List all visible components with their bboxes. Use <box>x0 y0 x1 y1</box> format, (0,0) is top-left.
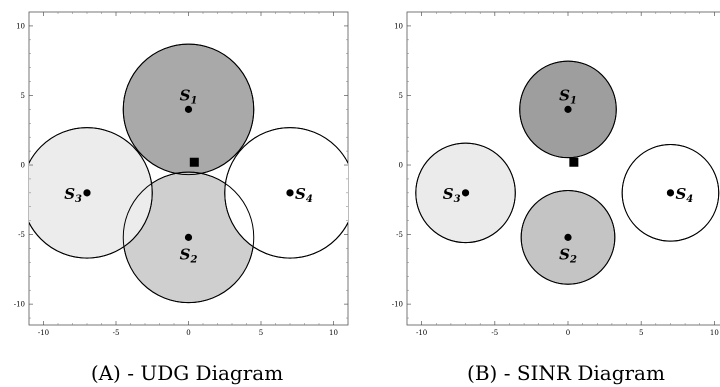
station-label-s2: S2 <box>180 245 198 265</box>
y-tick-label: 5 <box>21 92 25 100</box>
x-tick-label: 0 <box>186 329 190 337</box>
x-tick-label: 5 <box>639 329 643 337</box>
region-boundary-s1 <box>122 43 255 176</box>
x-tick-label: 10 <box>329 329 338 337</box>
station-point-s4 <box>286 189 294 197</box>
region-boundary-s2 <box>122 171 255 304</box>
x-tick-label: 5 <box>259 329 263 337</box>
y-tick-label: 0 <box>399 162 403 170</box>
x-tick-label: 10 <box>710 329 719 337</box>
x-tick-label: -10 <box>38 329 49 337</box>
region-boundary-s4 <box>224 127 348 259</box>
station-label-s2: S2 <box>559 245 577 265</box>
y-tick-label: 0 <box>21 162 25 170</box>
station-point-s2 <box>184 233 193 241</box>
region-boundary-s3 <box>29 127 153 259</box>
x-tick-label: -5 <box>491 329 498 337</box>
y-tick-label: 5 <box>399 92 403 100</box>
y-tick-label: -10 <box>392 301 403 309</box>
receiver-square <box>569 157 579 167</box>
station-point-s2 <box>564 233 572 241</box>
x-tick-label: 0 <box>566 329 570 337</box>
y-tick-label: -5 <box>18 231 25 239</box>
station-label-s3: S3 <box>64 185 82 205</box>
x-tick-label: -10 <box>416 329 427 337</box>
sinr-caption: (B) - SINR Diagram <box>467 361 665 385</box>
y-tick-label: -10 <box>14 301 25 309</box>
y-tick-label: 10 <box>16 22 25 30</box>
udg-caption: (A) - UDG Diagram <box>91 361 283 385</box>
station-label-s4: S4 <box>675 185 693 205</box>
y-tick-label: -5 <box>396 231 403 239</box>
station-point-s3 <box>461 189 470 197</box>
station-label-s1: S1 <box>559 86 577 106</box>
station-point-s3 <box>83 189 91 197</box>
station-point-s1 <box>564 105 572 113</box>
y-tick-label: 10 <box>394 22 403 30</box>
udg-panel: -10 -5 0 5 10 -10 -5 0 5 10 S1 S2 S3 S4 <box>14 11 349 337</box>
x-tick-label: -5 <box>113 329 120 337</box>
station-point-s4 <box>666 189 675 197</box>
region-boundary-s1 <box>519 60 617 159</box>
station-label-s3: S3 <box>443 185 461 205</box>
sinr-panel: -10 -5 0 5 10 -10 -5 0 5 10 S1 S2 S3 S4 <box>392 11 720 337</box>
receiver-square <box>189 157 199 167</box>
station-label-s4: S4 <box>295 185 313 205</box>
station-point-s1 <box>184 105 193 113</box>
station-label-s1: S1 <box>180 86 198 106</box>
region-boundary-s4 <box>621 144 720 242</box>
region-boundary-s3 <box>415 142 516 244</box>
region-boundary-s2 <box>520 190 616 285</box>
